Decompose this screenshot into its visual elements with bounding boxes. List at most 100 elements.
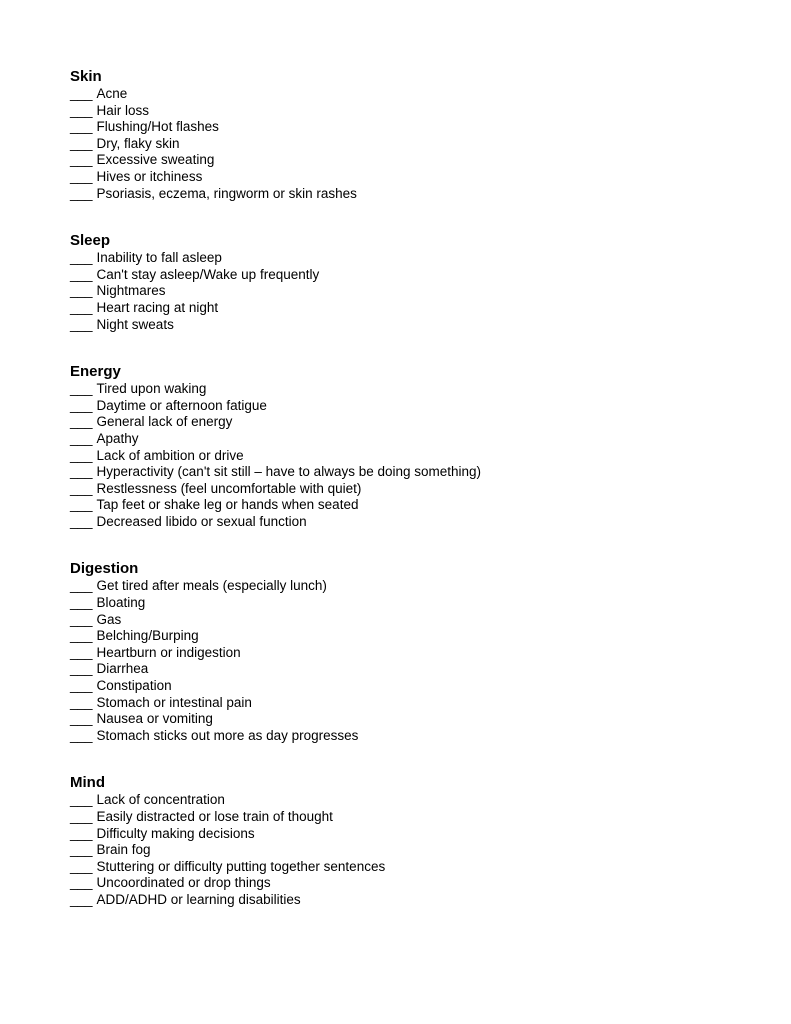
blank-field[interactable]: ___ bbox=[70, 481, 93, 498]
item-label: Daytime or afternoon fatigue bbox=[97, 398, 267, 415]
item-label: Can't stay asleep/Wake up frequently bbox=[97, 267, 320, 284]
blank-field[interactable]: ___ bbox=[70, 678, 93, 695]
blank-field[interactable]: ___ bbox=[70, 514, 93, 531]
checklist-item: ___Excessive sweating bbox=[70, 152, 721, 169]
blank-field[interactable]: ___ bbox=[70, 267, 93, 284]
blank-field[interactable]: ___ bbox=[70, 414, 93, 431]
blank-field[interactable]: ___ bbox=[70, 842, 93, 859]
checklist-item: ___ADD/ADHD or learning disabilities bbox=[70, 892, 721, 909]
blank-field[interactable]: ___ bbox=[70, 119, 93, 136]
blank-field[interactable]: ___ bbox=[70, 826, 93, 843]
checklist-item: ___Tired upon waking bbox=[70, 381, 721, 398]
item-label: Heartburn or indigestion bbox=[97, 645, 241, 662]
blank-field[interactable]: ___ bbox=[70, 283, 93, 300]
checklist-item: ___Inability to fall asleep bbox=[70, 250, 721, 267]
item-label: Stuttering or difficulty putting togethe… bbox=[97, 859, 386, 876]
item-label: Tap feet or shake leg or hands when seat… bbox=[97, 497, 359, 514]
checklist-item: ___Dry, flaky skin bbox=[70, 136, 721, 153]
item-label: Heart racing at night bbox=[97, 300, 219, 317]
item-label: Bloating bbox=[97, 595, 146, 612]
blank-field[interactable]: ___ bbox=[70, 595, 93, 612]
blank-field[interactable]: ___ bbox=[70, 859, 93, 876]
blank-field[interactable]: ___ bbox=[70, 792, 93, 809]
checklist-item: ___Get tired after meals (especially lun… bbox=[70, 578, 721, 595]
item-label: Diarrhea bbox=[97, 661, 149, 678]
item-label: Flushing/Hot flashes bbox=[97, 119, 219, 136]
blank-field[interactable]: ___ bbox=[70, 381, 93, 398]
blank-field[interactable]: ___ bbox=[70, 645, 93, 662]
symptom-checklist-page: Skin___Acne___Hair loss___Flushing/Hot f… bbox=[70, 68, 721, 909]
blank-field[interactable]: ___ bbox=[70, 892, 93, 909]
blank-field[interactable]: ___ bbox=[70, 250, 93, 267]
item-label: Hair loss bbox=[97, 103, 150, 120]
item-label: Stomach sticks out more as day progresse… bbox=[97, 728, 359, 745]
checklist-item: ___Flushing/Hot flashes bbox=[70, 119, 721, 136]
blank-field[interactable]: ___ bbox=[70, 578, 93, 595]
blank-field[interactable]: ___ bbox=[70, 103, 93, 120]
section-title: Sleep bbox=[70, 232, 721, 249]
item-label: ADD/ADHD or learning disabilities bbox=[97, 892, 301, 909]
checklist-item: ___Easily distracted or lose train of th… bbox=[70, 809, 721, 826]
blank-field[interactable]: ___ bbox=[70, 875, 93, 892]
checklist-item: ___Nightmares bbox=[70, 283, 721, 300]
blank-field[interactable]: ___ bbox=[70, 711, 93, 728]
item-label: Lack of ambition or drive bbox=[97, 448, 244, 465]
blank-field[interactable]: ___ bbox=[70, 317, 93, 334]
checklist-item: ___Daytime or afternoon fatigue bbox=[70, 398, 721, 415]
blank-field[interactable]: ___ bbox=[70, 728, 93, 745]
checklist-item: ___Restlessness (feel uncomfortable with… bbox=[70, 481, 721, 498]
blank-field[interactable]: ___ bbox=[70, 186, 93, 203]
item-label: Stomach or intestinal pain bbox=[97, 695, 252, 712]
checklist-item: ___Stomach or intestinal pain bbox=[70, 695, 721, 712]
checklist-item: ___Difficulty making decisions bbox=[70, 826, 721, 843]
section-title: Skin bbox=[70, 68, 721, 85]
blank-field[interactable]: ___ bbox=[70, 628, 93, 645]
checklist-item: ___Acne bbox=[70, 86, 721, 103]
item-label: Uncoordinated or drop things bbox=[97, 875, 271, 892]
checklist-item: ___Uncoordinated or drop things bbox=[70, 875, 721, 892]
blank-field[interactable]: ___ bbox=[70, 809, 93, 826]
checklist-item: ___Tap feet or shake leg or hands when s… bbox=[70, 497, 721, 514]
checklist-item: ___Heart racing at night bbox=[70, 300, 721, 317]
checklist-item: ___Gas bbox=[70, 612, 721, 629]
blank-field[interactable]: ___ bbox=[70, 661, 93, 678]
item-label: Tired upon waking bbox=[97, 381, 207, 398]
blank-field[interactable]: ___ bbox=[70, 464, 93, 481]
blank-field[interactable]: ___ bbox=[70, 169, 93, 186]
item-label: Gas bbox=[97, 612, 122, 629]
item-label: Hyperactivity (can't sit still – have to… bbox=[97, 464, 482, 481]
blank-field[interactable]: ___ bbox=[70, 300, 93, 317]
blank-field[interactable]: ___ bbox=[70, 136, 93, 153]
blank-field[interactable]: ___ bbox=[70, 152, 93, 169]
section: Mind___Lack of concentration___Easily di… bbox=[70, 774, 721, 908]
checklist-item: ___Lack of ambition or drive bbox=[70, 448, 721, 465]
checklist-item: ___Lack of concentration bbox=[70, 792, 721, 809]
blank-field[interactable]: ___ bbox=[70, 398, 93, 415]
blank-field[interactable]: ___ bbox=[70, 431, 93, 448]
item-label: Constipation bbox=[97, 678, 172, 695]
item-label: Apathy bbox=[97, 431, 139, 448]
checklist-item: ___Psoriasis, eczema, ringworm or skin r… bbox=[70, 186, 721, 203]
blank-field[interactable]: ___ bbox=[70, 497, 93, 514]
checklist-item: ___Hives or itchiness bbox=[70, 169, 721, 186]
checklist-item: ___Heartburn or indigestion bbox=[70, 645, 721, 662]
checklist-item: ___Decreased libido or sexual function bbox=[70, 514, 721, 531]
blank-field[interactable]: ___ bbox=[70, 86, 93, 103]
checklist-item: ___Hair loss bbox=[70, 103, 721, 120]
blank-field[interactable]: ___ bbox=[70, 612, 93, 629]
section-title: Digestion bbox=[70, 560, 721, 577]
checklist-item: ___Nausea or vomiting bbox=[70, 711, 721, 728]
checklist-item: ___Can't stay asleep/Wake up frequently bbox=[70, 267, 721, 284]
blank-field[interactable]: ___ bbox=[70, 695, 93, 712]
checklist-item: ___Belching/Burping bbox=[70, 628, 721, 645]
blank-field[interactable]: ___ bbox=[70, 448, 93, 465]
item-label: Restlessness (feel uncomfortable with qu… bbox=[97, 481, 362, 498]
section: Sleep___Inability to fall asleep___Can't… bbox=[70, 232, 721, 333]
checklist-item: ___General lack of energy bbox=[70, 414, 721, 431]
item-label: Belching/Burping bbox=[97, 628, 199, 645]
section-title: Energy bbox=[70, 363, 721, 380]
checklist-item: ___Apathy bbox=[70, 431, 721, 448]
item-label: Get tired after meals (especially lunch) bbox=[97, 578, 327, 595]
checklist-item: ___Bloating bbox=[70, 595, 721, 612]
checklist-item: ___Diarrhea bbox=[70, 661, 721, 678]
